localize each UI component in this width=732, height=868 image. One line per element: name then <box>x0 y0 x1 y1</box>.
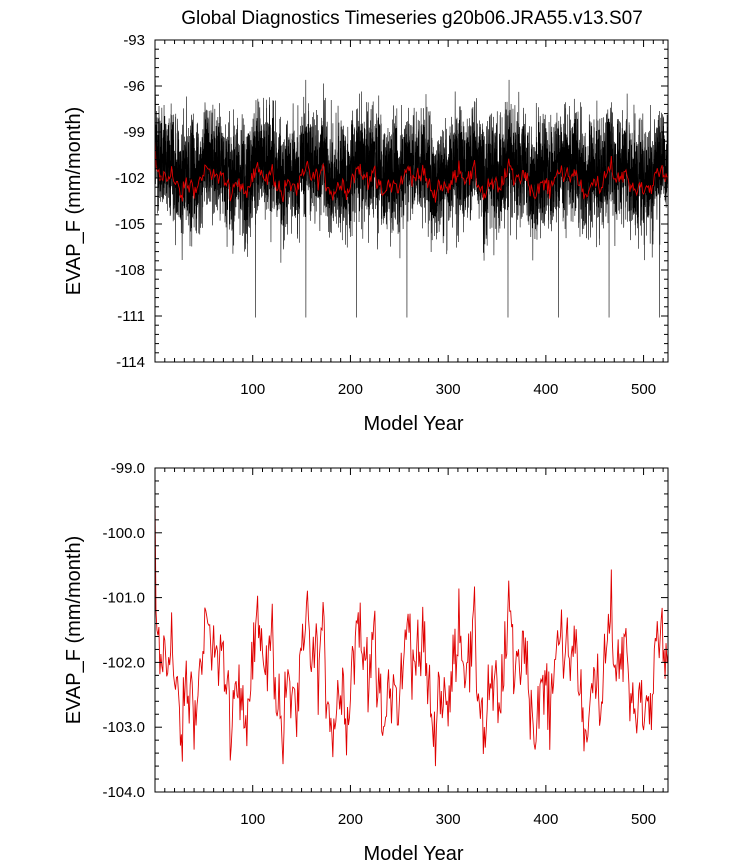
x-tick-label: 100 <box>240 381 265 398</box>
plot-frame <box>154 39 669 363</box>
x-axis-label: Model Year <box>363 413 463 435</box>
figure-title: Global Diagnostics Timeseries g20b06.JRA… <box>181 8 643 29</box>
y-tick-label: -101.0 <box>102 590 145 607</box>
y-tick-label: -108 <box>115 262 145 279</box>
x-axis-label: Model Year <box>363 843 463 865</box>
y-tick-label: -102 <box>115 170 145 187</box>
y-tick-label: -103.0 <box>102 719 145 736</box>
annual-mean-series-line <box>154 138 669 203</box>
y-tick-label: -114 <box>116 354 145 371</box>
y-tick-label: -93 <box>123 32 145 49</box>
y-tick-label: -102.0 <box>102 654 145 671</box>
monthly-series-line <box>154 79 669 318</box>
x-tick-label: 300 <box>436 381 461 398</box>
x-tick-label: 200 <box>338 381 363 398</box>
annual-mean-series-line <box>154 493 669 767</box>
y-tick-label: -104.0 <box>102 784 145 801</box>
y-axis-label: EVAP_F (mm/month) <box>63 107 85 296</box>
y-tick-label: -111 <box>117 308 145 325</box>
y-tick-label: -99 <box>123 124 145 141</box>
top-panel: 100 200 300 400 500 -114 -111 -108 -105 -102 -99 -9… <box>63 32 669 435</box>
x-tick-label: 100 <box>240 811 265 828</box>
y-axis-label: EVAP_F (mm/month) <box>63 536 85 725</box>
y-tick-label: -105 <box>115 216 145 233</box>
x-tick-label: 400 <box>533 381 558 398</box>
plot-frame <box>154 467 669 793</box>
bottom-panel: 100 200 300 400 500 -104.0 -103.0 -102.0 -101.0 -… <box>63 460 669 865</box>
y-tick-label: -99.0 <box>111 460 145 477</box>
x-tick-label: 500 <box>631 381 656 398</box>
y-tick-label: -100.0 <box>102 525 145 542</box>
x-tick-label: 200 <box>338 811 363 828</box>
x-tick-label: 300 <box>436 811 461 828</box>
x-tick-label: 500 <box>631 811 656 828</box>
y-tick-label: -96 <box>123 78 145 95</box>
x-tick-label: 400 <box>533 811 558 828</box>
